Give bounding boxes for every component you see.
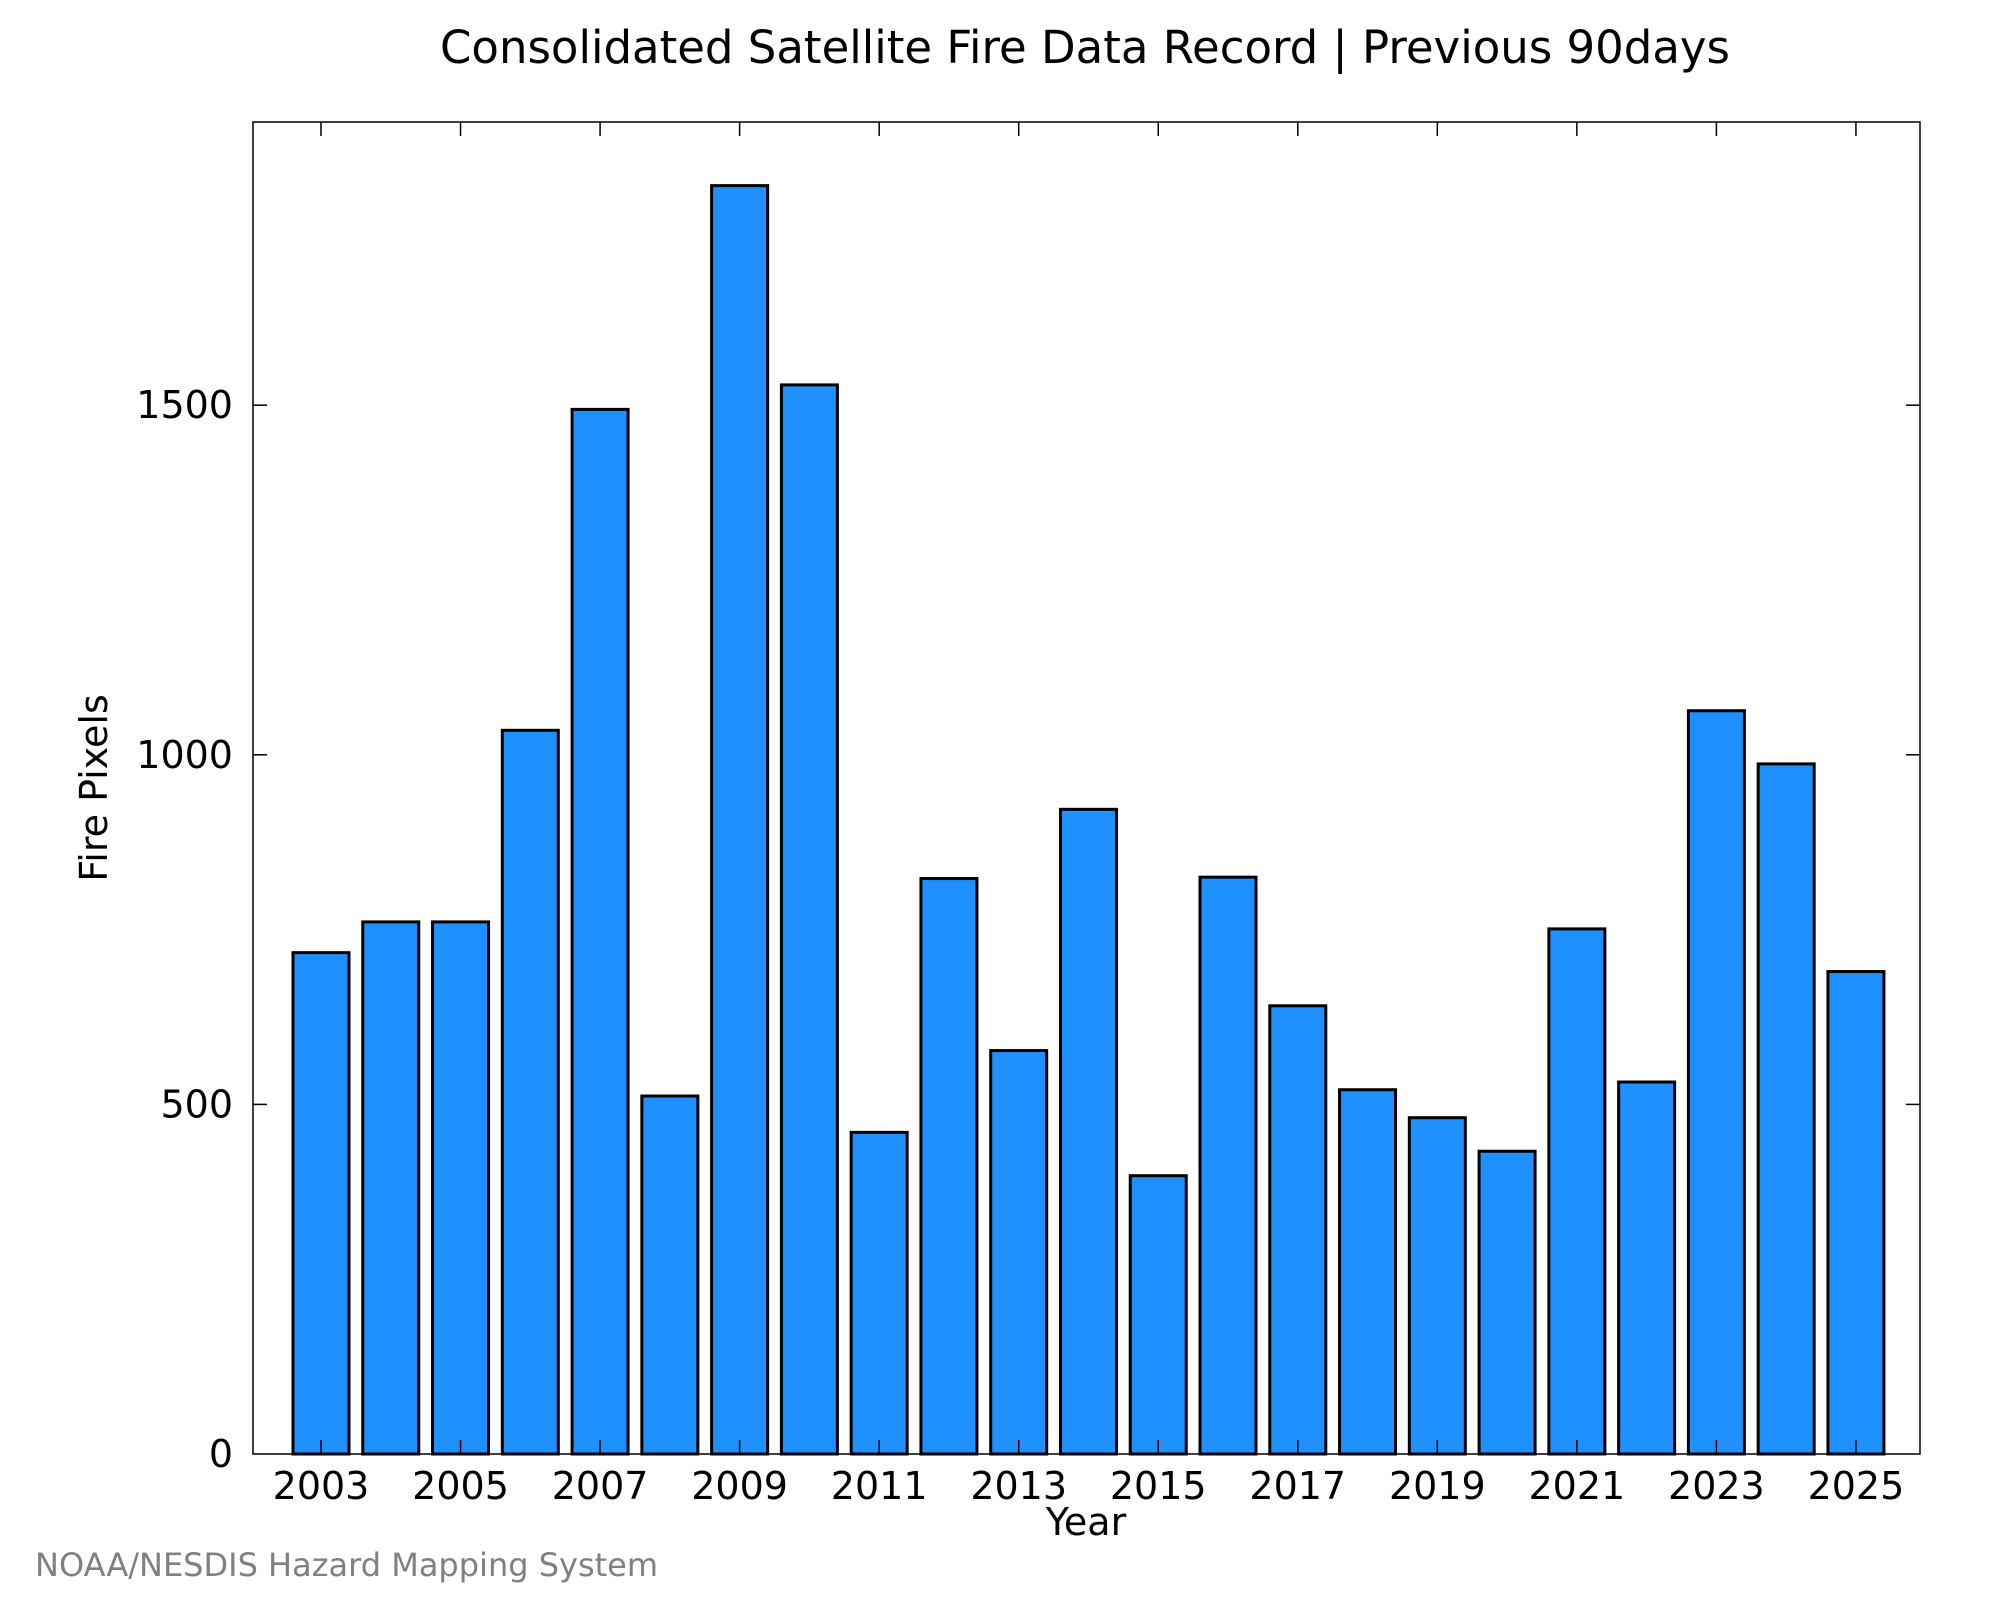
bar-2024 — [1756, 762, 1816, 1456]
x-tick-label-2007: 2007 — [552, 1464, 649, 1508]
bar-2012 — [919, 877, 979, 1456]
bars-layer — [291, 184, 1886, 1456]
bar-2003 — [291, 951, 351, 1456]
bar-2017 — [1268, 1004, 1328, 1456]
bar-2013 — [989, 1049, 1049, 1456]
bar-2023 — [1686, 709, 1746, 1456]
y-tick-label-1500: 1500 — [136, 383, 233, 427]
x-tick-label-2019: 2019 — [1389, 1464, 1486, 1508]
plot-frame — [252, 121, 1921, 1455]
x-tick-label-2021: 2021 — [1529, 1464, 1626, 1508]
bar-2015 — [1128, 1174, 1188, 1456]
bar-2014 — [1058, 807, 1118, 1456]
bar-2021 — [1547, 927, 1607, 1456]
bar-2008 — [640, 1094, 700, 1456]
bar-2005 — [431, 920, 491, 1456]
x-tick-label-2003: 2003 — [273, 1464, 370, 1508]
x-tick-label-2009: 2009 — [691, 1464, 788, 1508]
bar-2004 — [361, 920, 421, 1456]
bar-2022 — [1617, 1080, 1677, 1456]
bar-2009 — [710, 184, 770, 1456]
bar-2016 — [1198, 875, 1258, 1456]
bar-2010 — [779, 383, 839, 1456]
x-tick-label-2015: 2015 — [1110, 1464, 1207, 1508]
bar-2019 — [1407, 1116, 1467, 1456]
x-tick-labels: 2003 2005 2007 2009 2011 2013 2015 2017 2019 2021… — [273, 1464, 1905, 1508]
bar-2006 — [500, 728, 560, 1456]
x-tick-label-2013: 2013 — [970, 1464, 1067, 1508]
credit-text: NOAA/NESDIS Hazard Mapping System — [35, 1546, 658, 1584]
bar-2007 — [570, 407, 630, 1456]
x-tick-label-2023: 2023 — [1668, 1464, 1765, 1508]
x-axis-label: Year — [1045, 1500, 1127, 1544]
x-tick-label-2025: 2025 — [1808, 1464, 1905, 1508]
bar-2025 — [1826, 970, 1886, 1456]
bar-2018 — [1338, 1088, 1398, 1456]
y-axis-label: Fire Pixels — [72, 694, 116, 882]
y-tick-labels: 0 500 1000 1500 — [136, 383, 233, 1476]
x-tick-label-2017: 2017 — [1249, 1464, 1346, 1508]
bar-2020 — [1477, 1149, 1537, 1456]
ticks-layer — [253, 122, 1920, 1454]
x-tick-label-2005: 2005 — [412, 1464, 509, 1508]
y-tick-label-500: 500 — [160, 1082, 233, 1126]
bar-2011 — [849, 1130, 909, 1456]
chart-title: Consolidated Satellite Fire Data Record … — [440, 21, 1730, 74]
y-tick-label-0: 0 — [209, 1432, 233, 1476]
y-tick-label-1000: 1000 — [136, 733, 233, 777]
x-tick-label-2011: 2011 — [831, 1464, 928, 1508]
